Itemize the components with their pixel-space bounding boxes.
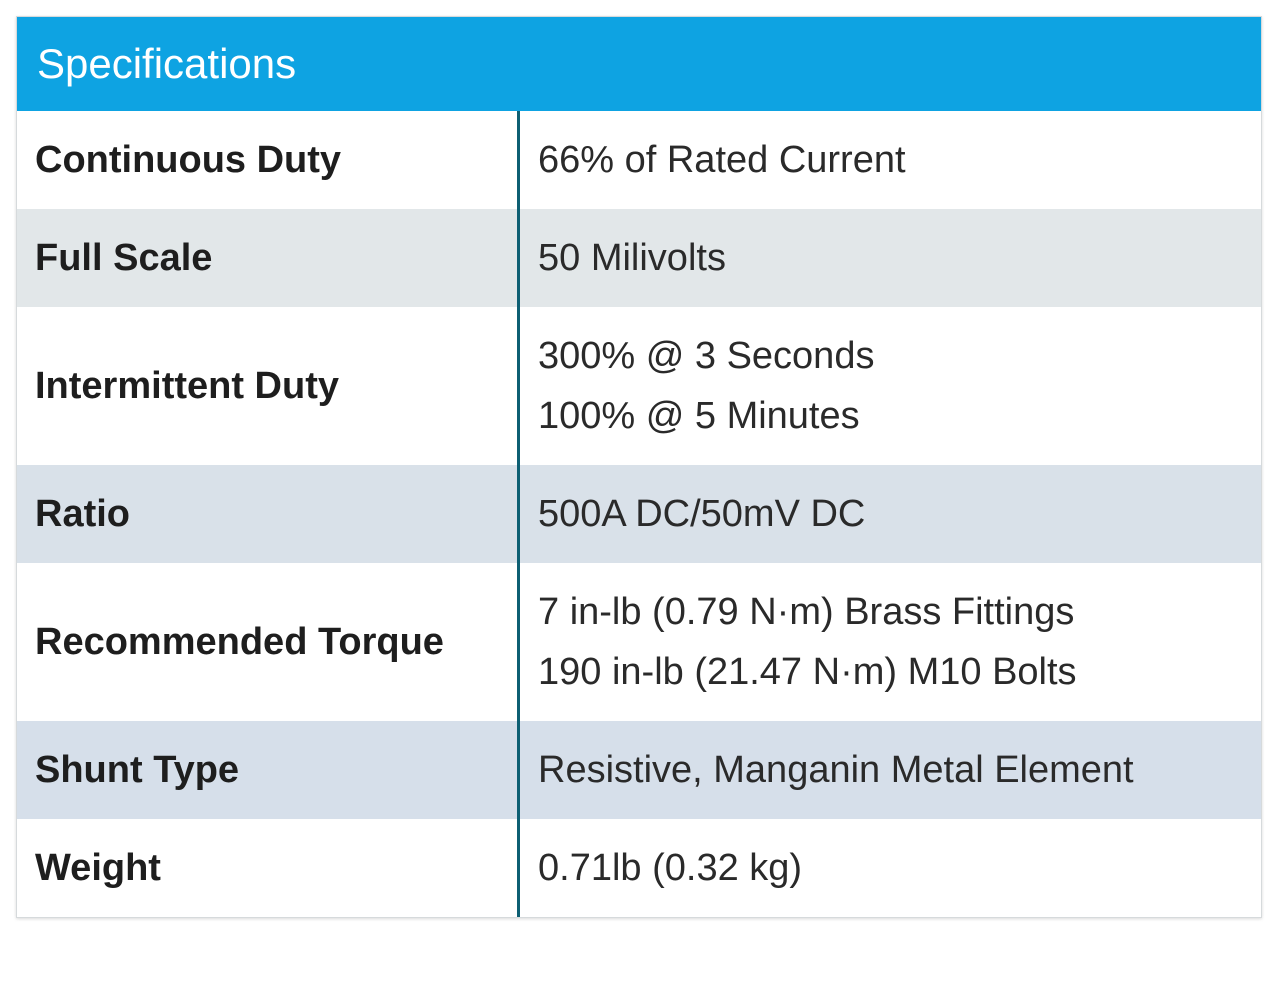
spec-row: Continuous Duty 66% of Rated Current	[17, 111, 1261, 209]
value-line: 300% @ 3 Seconds	[538, 335, 875, 377]
spec-table: Continuous Duty 66% of Rated Current Full …	[17, 111, 1261, 917]
spec-row: Shunt Type Resistive, Manganin Metal Elem…	[17, 721, 1261, 819]
spec-label: Recommended Torque	[17, 563, 520, 721]
spec-label: Intermittent Duty	[17, 307, 520, 465]
table-body: Continuous Duty 66% of Rated Current Full …	[17, 111, 1261, 917]
value-line: 500A DC/50mV DC	[538, 493, 866, 535]
spec-value: 300% @ 3 Seconds 100% @ 5 Minutes	[519, 307, 1262, 465]
spec-value: 0.71lb (0.32 kg)	[519, 819, 1262, 917]
spec-label: Weight	[17, 819, 520, 917]
spec-label: Continuous Duty	[17, 111, 520, 209]
value-line: 50 Milivolts	[538, 237, 726, 279]
spec-label: Shunt Type	[17, 721, 520, 819]
spec-label: Ratio	[17, 465, 520, 563]
table-header: Specifications	[17, 17, 1261, 111]
value-line: Resistive, Manganin Metal Element	[538, 749, 1134, 791]
spec-value: 7 in-lb (0.79 N·m) Brass Fittings 190 in-…	[519, 563, 1262, 721]
spec-label: Full Scale	[17, 209, 520, 307]
spec-row: Weight 0.71lb (0.32 kg)	[17, 819, 1261, 917]
value-line: 100% @ 5 Minutes	[538, 395, 860, 437]
value-line: 190 in-lb (21.47 N·m) M10 Bolts	[538, 651, 1077, 693]
value-line: 0.71lb (0.32 kg)	[538, 847, 803, 889]
spec-value: 66% of Rated Current	[519, 111, 1262, 209]
value-line: 66% of Rated Current	[538, 139, 906, 181]
spec-value: 500A DC/50mV DC	[518, 465, 1261, 563]
spec-table-card: Specifications Continuous Duty 66% of Rat…	[16, 16, 1262, 918]
value-line: 7 in-lb (0.79 N·m) Brass Fittings	[538, 591, 1075, 633]
spec-value: Resistive, Manganin Metal Element	[518, 721, 1261, 819]
spec-row: Ratio 500A DC/50mV DC	[17, 465, 1261, 563]
spec-row: Recommended Torque 7 in-lb (0.79 N·m) Bra…	[17, 563, 1261, 721]
spec-value: 50 Milivolts	[518, 209, 1261, 307]
spec-row: Full Scale 50 Milivolts	[17, 209, 1261, 307]
spec-row: Intermittent Duty 300% @ 3 Seconds 100% @ …	[17, 307, 1261, 465]
